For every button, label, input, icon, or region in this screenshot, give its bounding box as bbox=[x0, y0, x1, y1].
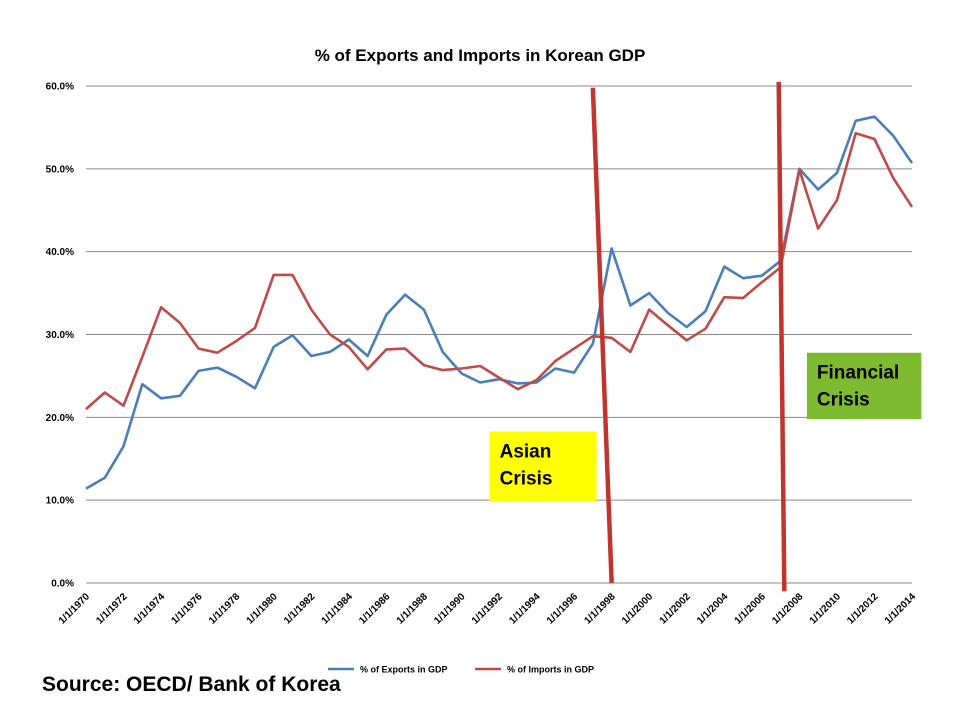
y-axis: 0.0% 10.0% 20.0% 30.0% 40.0% 50.0% 60.0% bbox=[46, 82, 74, 590]
x-tick-label: 1/1/2006 bbox=[733, 591, 769, 627]
annotation-label: Crisis bbox=[817, 390, 870, 411]
y-tick-label: 40.0% bbox=[46, 247, 74, 258]
x-tick-label: 1/1/2012 bbox=[845, 591, 881, 627]
x-tick-label: 1/1/1998 bbox=[582, 591, 618, 627]
x-tick-label: 1/1/1970 bbox=[57, 591, 93, 627]
exports-series-line bbox=[85, 115, 914, 490]
x-tick-label: 1/1/2000 bbox=[620, 591, 656, 627]
chart-title: % of Exports and Imports in Korean GDP bbox=[315, 46, 646, 65]
annotation-box bbox=[489, 431, 597, 501]
annotation-box bbox=[806, 352, 922, 419]
legend: % of Exports in GDP % of Imports in GDP bbox=[328, 665, 594, 675]
legend-entry: % of Imports in GDP bbox=[507, 665, 594, 675]
x-tick-label: 1/1/2014 bbox=[883, 591, 919, 627]
x-tick-label: 1/1/2010 bbox=[808, 591, 844, 627]
annotation-label: Financial bbox=[817, 363, 899, 384]
x-tick-label: 1/1/1976 bbox=[169, 591, 205, 627]
x-tick-label: 1/1/1986 bbox=[357, 591, 393, 627]
y-tick-label: 20.0% bbox=[46, 413, 74, 424]
y-tick-label: 60.0% bbox=[46, 82, 74, 93]
x-tick-label: 1/1/1990 bbox=[432, 591, 468, 627]
y-tick-label: 50.0% bbox=[46, 164, 74, 175]
x-tick-label: 1/1/1992 bbox=[470, 591, 506, 627]
source-note: Source: OECD/ Bank of Korea bbox=[42, 673, 341, 696]
imports-series-line bbox=[85, 131, 914, 411]
series-lines bbox=[85, 115, 914, 490]
gridlines bbox=[86, 85, 912, 584]
y-tick-label: 10.0% bbox=[46, 496, 74, 507]
annotation-label: Crisis bbox=[500, 468, 553, 489]
x-tick-label: 1/1/2004 bbox=[695, 591, 731, 627]
y-tick-label: 0.0% bbox=[51, 579, 74, 590]
x-tick-label: 1/1/1984 bbox=[320, 591, 356, 627]
x-tick-label: 1/1/2008 bbox=[770, 591, 806, 627]
x-tick-label: 1/1/1978 bbox=[207, 591, 243, 627]
x-tick-label: 1/1/1980 bbox=[245, 591, 281, 627]
x-axis: 1/1/1970 1/1/1972 1/1/1974 1/1/1976 1/1/1978… bbox=[57, 591, 919, 627]
annotation-label: Asian bbox=[500, 441, 552, 462]
x-tick-label: 1/1/1988 bbox=[395, 591, 431, 627]
y-tick-label: 30.0% bbox=[46, 330, 74, 341]
x-tick-label: 1/1/1982 bbox=[282, 591, 318, 627]
crisis-marker-line bbox=[776, 81, 787, 592]
legend-entry: % of Exports in GDP bbox=[360, 665, 448, 675]
x-tick-label: 1/1/2002 bbox=[658, 591, 694, 627]
crisis-marker-line bbox=[590, 87, 614, 584]
x-tick-label: 1/1/1996 bbox=[545, 591, 581, 627]
x-tick-label: 1/1/1974 bbox=[132, 591, 168, 627]
annotations: Asian Crisis Financial Crisis bbox=[489, 352, 922, 501]
crisis-marker-lines bbox=[590, 81, 787, 592]
x-tick-label: 1/1/1994 bbox=[507, 591, 543, 627]
x-tick-label: 1/1/1972 bbox=[94, 591, 130, 627]
